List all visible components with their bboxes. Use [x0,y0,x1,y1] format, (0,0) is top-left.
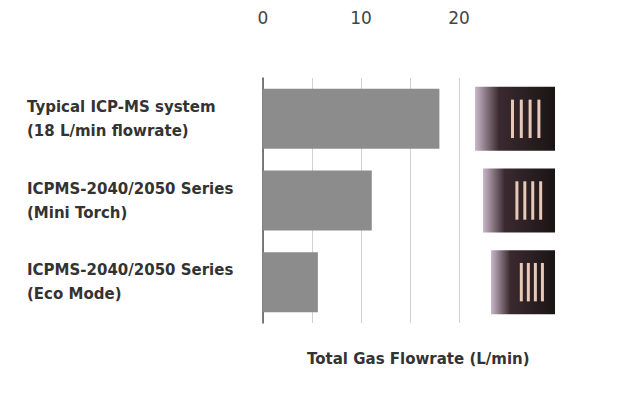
svg-text:(18 L/min flowrate): (18 L/min flowrate) [27,122,189,140]
svg-text:Total Gas Flowrate (L/min): Total Gas Flowrate (L/min) [307,350,530,368]
svg-text:(Mini Torch): (Mini Torch) [27,204,127,222]
svg-text:0: 0 [258,8,269,28]
svg-text:Typical ICP-MS system: Typical ICP-MS system [27,98,216,116]
svg-text:ICPMS-2040/2050 Series: ICPMS-2040/2050 Series [27,261,233,279]
svg-text:20: 20 [448,8,470,28]
svg-text:(Eco Mode): (Eco Mode) [27,285,122,303]
svg-text:ICPMS-2040/2050 Series: ICPMS-2040/2050 Series [27,180,233,198]
svg-text:10: 10 [350,8,372,28]
